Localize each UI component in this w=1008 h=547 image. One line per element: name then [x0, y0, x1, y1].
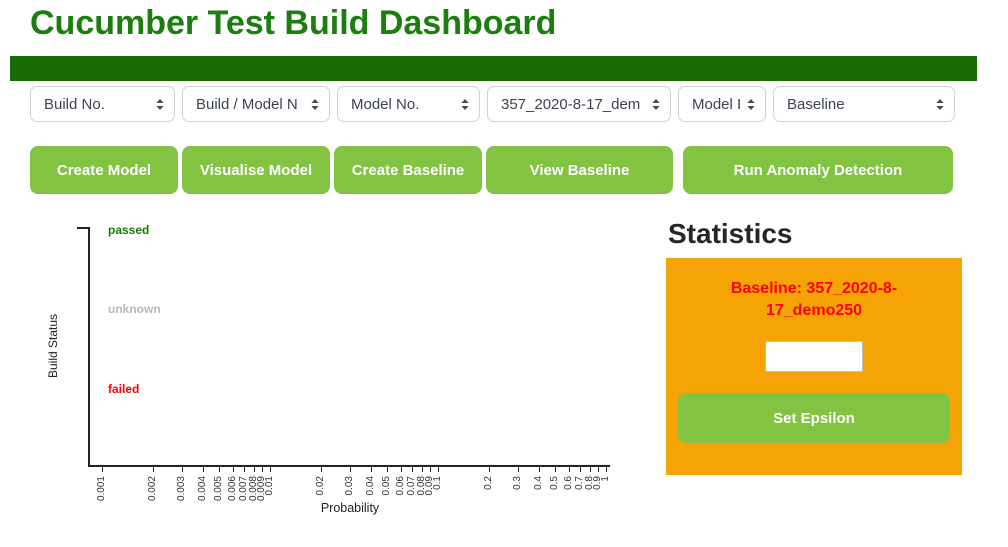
model-no-select-value: Model No.	[351, 95, 420, 113]
create-model-button[interactable]: Create Model	[30, 146, 178, 194]
model-id-select-value: Model I	[692, 95, 740, 113]
category-label-failed: failed	[108, 382, 140, 396]
baseline-select[interactable]: Baseline	[773, 86, 955, 122]
x-tick-label: 0.005	[213, 476, 225, 502]
x-tick	[555, 467, 557, 472]
y-axis-label: Build Status	[46, 313, 60, 379]
create-baseline-button[interactable]: Create Baseline	[334, 146, 482, 194]
x-tick-label: 0.1	[432, 476, 443, 490]
x-tick-label: 0.002	[146, 476, 158, 502]
x-tick	[400, 467, 402, 472]
x-tick	[568, 467, 570, 472]
set-epsilon-button[interactable]: Set Epsilon	[678, 393, 950, 444]
build-no-select-value: Build No.	[44, 95, 105, 113]
x-axis-label: Probability	[320, 501, 380, 515]
x-tick	[438, 467, 439, 472]
y-axis-top-tick	[77, 227, 88, 229]
model-no-select[interactable]: Model No.	[337, 86, 480, 122]
updown-arrows-icon	[460, 98, 470, 111]
statistics-panel: Baseline: 357_2020-8-17_demo250 Set Epsi…	[666, 258, 962, 475]
baseline-select-value: Baseline	[787, 95, 845, 113]
x-tick	[579, 467, 581, 472]
build-model-name-select-value: Build / Model N	[196, 95, 298, 113]
baseline-label: Baseline: 357_2020-8-17_demo250	[730, 280, 898, 319]
x-tick-label: 1	[600, 476, 611, 482]
x-tick	[387, 467, 389, 472]
x-tick	[152, 467, 154, 472]
x-tick	[518, 467, 520, 472]
x-tick-label: 0.004	[197, 476, 209, 502]
x-tick-label: 0.6	[562, 476, 574, 490]
x-tick	[243, 467, 245, 472]
x-tick-label: 0.4	[533, 476, 545, 490]
x-tick	[589, 467, 591, 472]
x-tick	[232, 467, 234, 472]
x-tick-label: 0.05	[381, 476, 393, 496]
epsilon-input[interactable]	[765, 341, 863, 373]
x-tick	[421, 467, 423, 472]
x-tick	[253, 467, 255, 472]
x-tick-label: 0.04	[365, 476, 377, 496]
x-tick-label: 0.003	[176, 476, 188, 502]
action-button-row: Create Model Visualise Model Create Base…	[30, 146, 953, 194]
x-tick-label: 0.01	[264, 476, 275, 496]
build-no-select[interactable]: Build No.	[30, 86, 175, 122]
updown-arrows-icon	[746, 98, 756, 111]
x-tick	[411, 467, 413, 472]
run-anomaly-detection-button[interactable]: Run Anomaly Detection	[683, 146, 953, 194]
build-id-select[interactable]: 357_2020-8-17_dem	[487, 86, 671, 122]
x-tick	[219, 467, 221, 472]
x-tick-label: 0.02	[314, 476, 326, 496]
x-tick	[203, 467, 205, 472]
x-tick	[488, 467, 490, 472]
x-tick-label: 0.2	[482, 476, 494, 490]
x-tick	[539, 467, 541, 472]
category-label-unknown: unknown	[108, 302, 161, 316]
x-tick	[270, 467, 271, 472]
x-tick	[606, 467, 607, 472]
x-tick-label: 0.5	[549, 476, 561, 490]
build-model-name-select[interactable]: Build / Model N	[182, 86, 330, 122]
statistics-heading: Statistics	[668, 218, 793, 249]
x-tick-label: 0.3	[512, 476, 524, 490]
x-tick	[598, 467, 600, 472]
page-title: Cucumber Test Build Dashboard	[30, 4, 557, 42]
updown-arrows-icon	[651, 98, 661, 111]
updown-arrows-icon	[935, 98, 945, 111]
x-tick-label: 0.001	[96, 476, 107, 502]
visualise-model-button[interactable]: Visualise Model	[182, 146, 330, 194]
updown-arrows-icon	[310, 98, 320, 111]
x-tick-label: 0.03	[344, 476, 356, 496]
navbar	[10, 56, 977, 81]
x-tick	[102, 467, 103, 472]
model-id-select[interactable]: Model I	[678, 86, 766, 122]
x-tick	[182, 467, 184, 472]
filter-row: Build No. Build / Model N Model No. 357_…	[30, 86, 955, 122]
x-tick-label: 0.006	[226, 476, 238, 502]
view-baseline-button[interactable]: View Baseline	[486, 146, 673, 194]
x-tick	[262, 467, 264, 472]
x-tick	[371, 467, 373, 472]
x-tick	[350, 467, 352, 472]
build-id-select-value: 357_2020-8-17_dem	[501, 95, 641, 113]
x-tick	[430, 467, 432, 472]
x-tick	[320, 467, 322, 472]
x-tick-label: 0.06	[394, 476, 406, 496]
plot-area: Build Status Probability passed unknown fa…	[46, 223, 611, 515]
category-label-passed: passed	[108, 223, 150, 237]
updown-arrows-icon	[155, 98, 165, 111]
